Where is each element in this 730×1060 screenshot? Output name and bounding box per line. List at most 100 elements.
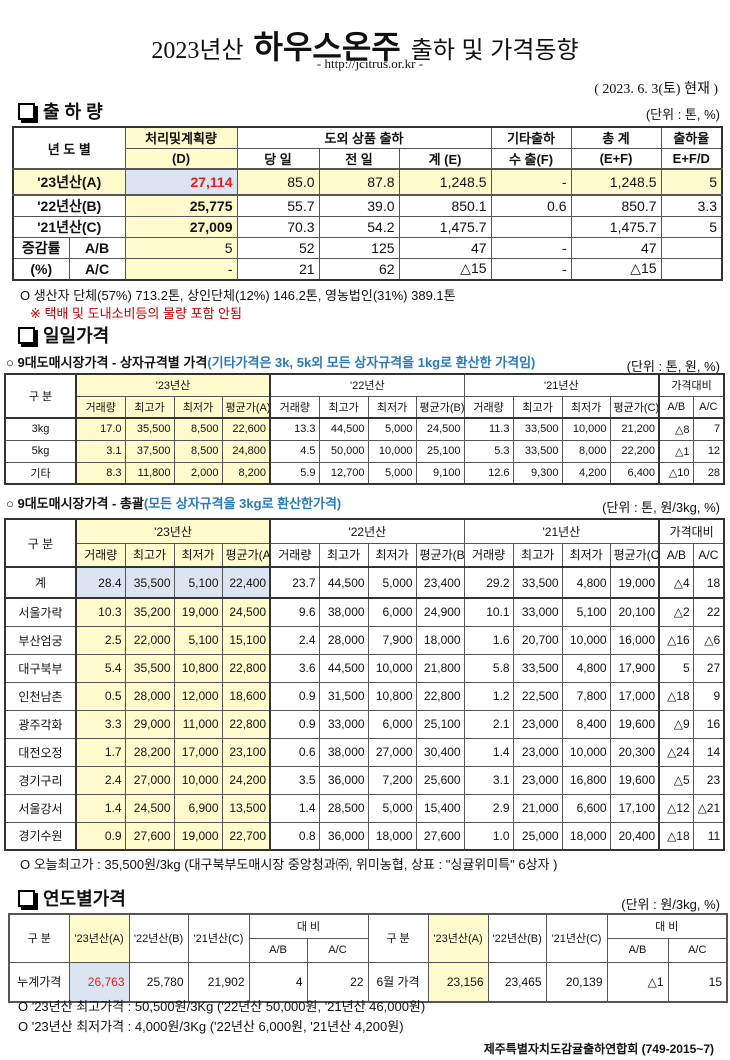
cell: 거래량 bbox=[75, 542, 126, 568]
yearly-price-table: 구 분 '23년산(A) '22년산(B) '21년산(C) 대 비 구 분 '… bbox=[8, 913, 729, 1003]
cell: 5 bbox=[124, 237, 238, 259]
header-year: 년 도 별 bbox=[12, 126, 126, 170]
header-plan: 처리및계획량 bbox=[124, 126, 238, 149]
cell: 22,200 bbox=[609, 439, 660, 463]
cell: 23,000 bbox=[512, 709, 563, 739]
footer-org: 제주특별자치도감귤출하연합회 (749-2015~7) bbox=[483, 1042, 714, 1056]
cell: 평균가(B) bbox=[415, 542, 465, 568]
table-row: 기타 8.3 11,800 2,000 8,200 5.9 12,700 5,000 9,100… bbox=[4, 461, 725, 485]
cell: 5,000 bbox=[367, 566, 417, 599]
cell: 서울가락 bbox=[4, 597, 77, 627]
cell: 최고가 bbox=[512, 542, 563, 568]
cell: △21 bbox=[692, 793, 725, 823]
checkbox-square-icon bbox=[18, 889, 35, 907]
shipment-note: O 생산자 단체(57%) 713.2톤, 상인단체(12%) 146.2톤, … bbox=[20, 288, 456, 303]
cell: 평균가(B) bbox=[415, 395, 465, 419]
cell: 87.8 bbox=[318, 168, 400, 196]
cell: 거래량 bbox=[75, 395, 126, 419]
cell: 24,200 bbox=[221, 765, 271, 795]
cell: 0.9 bbox=[269, 709, 320, 739]
cell: 33,500 bbox=[512, 417, 563, 441]
cell: 25,000 bbox=[512, 821, 563, 851]
cell: A/B bbox=[68, 237, 126, 259]
cell: 1.2 bbox=[463, 681, 514, 711]
cell: 3kg bbox=[4, 417, 77, 441]
table-row: 거래량 최고가 최저가 평균가(A) 거래량 최고가 최저가 평균가(B) 거래량 최고가 최저가 평… bbox=[5, 542, 725, 568]
cell: 16,800 bbox=[561, 765, 611, 795]
table-row: 증감률 A/B 5 52 125 47-47 bbox=[12, 237, 723, 259]
header-rate: 출하율 bbox=[660, 126, 723, 149]
cell: 경기구리 bbox=[4, 765, 77, 795]
cell: 8.3 bbox=[75, 461, 126, 485]
cell: △15 bbox=[398, 258, 492, 280]
yearly-note-min: O '23년산 최저가격 : 4,000원/3Kg ('22년산 6,000원,… bbox=[18, 1019, 404, 1034]
cell: 2,000 bbox=[173, 461, 223, 485]
cell: 20,100 bbox=[609, 597, 660, 627]
cell: 1.4 bbox=[269, 793, 320, 823]
cell: 기타 bbox=[4, 461, 77, 485]
cell: 평균가(C) bbox=[609, 395, 660, 419]
unit-label: (단위 : 원/3kg, %) bbox=[621, 897, 720, 912]
cell: 28,000 bbox=[318, 625, 369, 655]
cell: △2 bbox=[658, 597, 694, 627]
cell: 27,000 bbox=[367, 737, 417, 767]
section-yearly: 연도별가격 bbox=[18, 885, 126, 911]
header-b: '22년산(B) bbox=[128, 913, 189, 963]
cell: 25,100 bbox=[415, 439, 465, 463]
header-b: '22년산(B) bbox=[487, 913, 547, 963]
cell: A/C bbox=[68, 258, 126, 280]
cell: 33,500 bbox=[512, 439, 563, 463]
cell: - bbox=[124, 258, 238, 280]
header-c: '21년산(C) bbox=[545, 913, 608, 963]
cell: 10,800 bbox=[367, 681, 417, 711]
cell: 18,600 bbox=[221, 681, 271, 711]
cell: 5,100 bbox=[173, 566, 223, 599]
table-row: 부산엄궁 2.5 22,000 5,100 15,100 2.4 28,000 7,900 18… bbox=[4, 625, 725, 655]
header-category: 구 분 bbox=[367, 913, 429, 963]
cell: 26,763 bbox=[68, 961, 130, 1003]
header-a: '23년산(A) bbox=[68, 913, 130, 963]
cell: '22년산 bbox=[269, 373, 465, 397]
cell: 22,800 bbox=[221, 709, 271, 739]
cell: 1,475.7 bbox=[398, 216, 492, 238]
cell: - bbox=[490, 258, 572, 280]
section-shipment: 출 하 량 bbox=[18, 98, 103, 124]
cell: 5,000 bbox=[367, 417, 417, 441]
cell: 최저가 bbox=[173, 542, 223, 568]
table-row: 서울가락 10.3 35,200 19,000 24,500 9.6 38,000 6,000… bbox=[4, 597, 725, 627]
cell: 8,500 bbox=[173, 417, 223, 441]
cell: 29.2 bbox=[463, 566, 514, 599]
cell: '23년산 bbox=[74, 518, 271, 544]
cell: 최저가 bbox=[367, 542, 417, 568]
shipment-warning: ※ 택배 및 도내소비등의 물량 포함 안됨 bbox=[30, 306, 242, 321]
website-url: - http://jcitrus.or.kr - bbox=[316, 56, 424, 71]
cell: 5.3 bbox=[463, 439, 514, 463]
cell: 22,000 bbox=[124, 625, 175, 655]
cell: 24,500 bbox=[415, 417, 465, 441]
cell: 1,248.5 bbox=[570, 168, 662, 196]
cell: 85.0 bbox=[236, 168, 320, 196]
cell: 24,500 bbox=[124, 793, 175, 823]
cell: 21,800 bbox=[415, 653, 465, 683]
cell: A/C bbox=[692, 395, 725, 419]
cell: 15 bbox=[667, 961, 728, 1003]
cell: '22년산 bbox=[269, 518, 465, 544]
cell: △10 bbox=[658, 461, 694, 485]
spec-subtitle: ○ 9대도매시장가격 - 상자규격별 가격(기타가격은 3k, 5k외 모든 상… bbox=[6, 355, 536, 370]
header-export: 수 출(F) bbox=[490, 147, 572, 170]
header-ef: (E+F) bbox=[570, 147, 662, 170]
yearly-note-max: O '23년산 최고가격 : 50,500원/3Kg ('22년산 50,000… bbox=[18, 999, 426, 1014]
cell: 50,000 bbox=[318, 439, 369, 463]
checkbox-square-icon bbox=[18, 326, 35, 344]
cell: 10,000 bbox=[173, 765, 223, 795]
cell: 2.1 bbox=[463, 709, 514, 739]
cell: 22,600 bbox=[221, 417, 271, 441]
cell: 22,800 bbox=[221, 653, 271, 683]
cell: 30,400 bbox=[415, 737, 465, 767]
cell: - bbox=[490, 168, 572, 196]
cell: 21,000 bbox=[512, 793, 563, 823]
table-row: 구 분 '23년산 '22년산 '21년산 가격대비 bbox=[4, 518, 725, 568]
cell: △18 bbox=[658, 681, 694, 711]
header-etc: 기타출하 bbox=[490, 126, 572, 149]
table-row: 대구북부 5.4 35,500 10,800 22,800 3.6 44,500 10,000… bbox=[4, 653, 725, 683]
